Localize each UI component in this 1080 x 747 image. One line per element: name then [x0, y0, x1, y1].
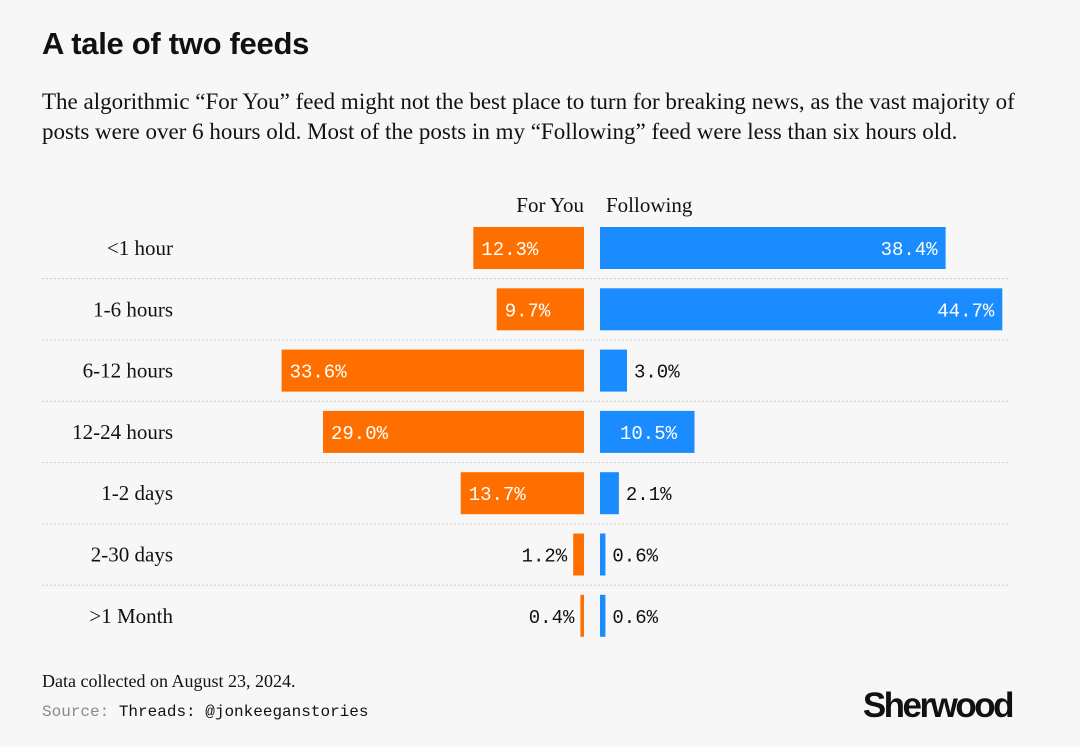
chart-subtitle: The algorithmic “For You” feed might not… — [42, 89, 1015, 144]
data-label-for-you: 0.4% — [529, 607, 575, 629]
data-label-following: 38.4% — [881, 239, 939, 261]
bar-for-you — [323, 410, 584, 453]
source-label: Source: — [42, 703, 110, 721]
data-label-for-you: 1.2% — [522, 546, 568, 568]
data-label-following: 44.7% — [937, 300, 995, 322]
bar-following — [600, 533, 606, 576]
data-label-following: 0.6% — [612, 607, 658, 629]
bar-for-you — [281, 349, 584, 392]
bar-for-you — [580, 594, 584, 637]
data-label-for-you: 9.7% — [505, 300, 551, 322]
bar-for-you — [573, 533, 584, 576]
data-label-following: 10.5% — [620, 423, 678, 445]
data-label-for-you: 13.7% — [469, 484, 527, 506]
diverging-bar-chart: For You Following <1 hour 12.3% 38.4% 1-6 hou… — [42, 193, 1008, 637]
bar-following — [600, 472, 619, 515]
data-label-following: 2.1% — [626, 484, 672, 506]
category-label: 6-12 hours — [83, 359, 173, 383]
category-label: <1 hour — [107, 236, 173, 260]
source-line: Source: Threads: @jonkeeganstories — [42, 703, 368, 721]
data-collection-note: Data collected on August 23, 2024. — [42, 671, 296, 691]
data-label-following: 0.6% — [612, 546, 658, 568]
data-label-for-you: 33.6% — [290, 362, 348, 384]
category-label: 2-30 days — [91, 543, 173, 567]
category-label: >1 Month — [89, 604, 173, 628]
data-label-following: 3.0% — [634, 362, 680, 384]
series-header-following: Following — [606, 193, 693, 217]
series-header-for-you: For You — [516, 193, 584, 217]
category-label: 12-24 hours — [72, 420, 173, 444]
bar-following — [600, 349, 627, 392]
category-label: 1-2 days — [101, 481, 173, 505]
bar-following — [600, 594, 606, 637]
bar-following — [600, 288, 1003, 331]
data-label-for-you: 29.0% — [331, 423, 389, 445]
bar-for-you — [460, 472, 584, 515]
bar-for-you — [496, 288, 584, 331]
sherwood-logo: Sherwood — [862, 686, 1015, 725]
data-label-for-you: 12.3% — [481, 239, 539, 261]
bar-for-you — [473, 227, 584, 269]
category-label: 1-6 hours — [93, 297, 173, 321]
bar-following — [600, 227, 946, 269]
bar-following — [600, 410, 695, 453]
source-value: Threads: @jonkeeganstories — [118, 703, 369, 721]
chart-title: A tale of two feeds — [42, 26, 310, 61]
